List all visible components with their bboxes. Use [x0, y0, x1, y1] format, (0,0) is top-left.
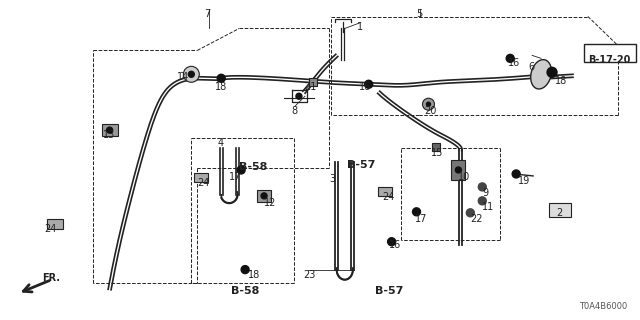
Text: 12: 12: [264, 198, 276, 208]
Text: 24: 24: [44, 224, 56, 234]
Circle shape: [241, 266, 249, 274]
Bar: [257, 190, 271, 202]
Circle shape: [261, 193, 267, 199]
Text: 2: 2: [556, 208, 563, 218]
Text: 16: 16: [388, 240, 401, 250]
Bar: [378, 188, 392, 196]
Text: T0A4B6000: T0A4B6000: [579, 302, 628, 311]
Bar: [584, 44, 636, 62]
Circle shape: [467, 209, 474, 217]
Text: 18: 18: [248, 270, 260, 280]
Circle shape: [188, 71, 195, 77]
Text: 16: 16: [508, 58, 520, 68]
Text: B-57: B-57: [374, 285, 403, 296]
Text: 23: 23: [303, 270, 316, 280]
Circle shape: [413, 208, 420, 216]
Text: 19: 19: [518, 176, 531, 186]
Text: 18: 18: [215, 82, 227, 92]
Text: B-57: B-57: [347, 160, 375, 170]
Circle shape: [422, 98, 435, 110]
Text: 9: 9: [483, 188, 488, 198]
Text: 5: 5: [417, 9, 423, 19]
Text: 13: 13: [102, 130, 115, 140]
Circle shape: [426, 102, 431, 106]
Bar: [102, 124, 118, 136]
Text: 17: 17: [229, 172, 241, 182]
Circle shape: [478, 183, 486, 191]
Circle shape: [456, 167, 461, 173]
Text: 11: 11: [483, 202, 495, 212]
Circle shape: [296, 93, 302, 99]
Circle shape: [107, 127, 113, 133]
Bar: [195, 173, 208, 182]
Circle shape: [547, 67, 557, 77]
Circle shape: [183, 66, 199, 82]
Text: 4: 4: [217, 138, 223, 148]
Text: 6: 6: [528, 62, 534, 72]
Text: 15: 15: [431, 148, 443, 158]
Text: 7: 7: [204, 9, 211, 19]
Bar: [433, 143, 440, 151]
Ellipse shape: [531, 60, 552, 89]
Text: 18: 18: [555, 76, 567, 86]
Text: 10: 10: [458, 172, 470, 182]
Text: 16: 16: [359, 82, 371, 92]
Text: 8: 8: [291, 106, 297, 116]
Text: 1: 1: [356, 22, 363, 33]
Circle shape: [512, 170, 520, 178]
Circle shape: [388, 238, 396, 246]
Text: FR.: FR.: [42, 273, 60, 283]
Text: B-58: B-58: [239, 162, 268, 172]
Text: 22: 22: [470, 214, 483, 224]
Text: 21: 21: [304, 82, 316, 92]
Text: 24: 24: [383, 192, 395, 202]
Bar: [549, 203, 571, 217]
Bar: [309, 78, 317, 86]
Text: 20: 20: [424, 106, 437, 116]
Text: B-58: B-58: [231, 285, 260, 296]
Text: B-17-20: B-17-20: [588, 55, 630, 65]
Text: 24: 24: [197, 178, 210, 188]
Bar: [451, 160, 465, 180]
Bar: [47, 219, 63, 229]
Circle shape: [217, 74, 225, 82]
Circle shape: [506, 54, 514, 62]
Circle shape: [365, 80, 372, 88]
Text: 3: 3: [329, 174, 335, 184]
Circle shape: [478, 197, 486, 205]
Text: 17: 17: [415, 214, 427, 224]
Circle shape: [237, 166, 245, 174]
Text: 14: 14: [177, 72, 189, 82]
